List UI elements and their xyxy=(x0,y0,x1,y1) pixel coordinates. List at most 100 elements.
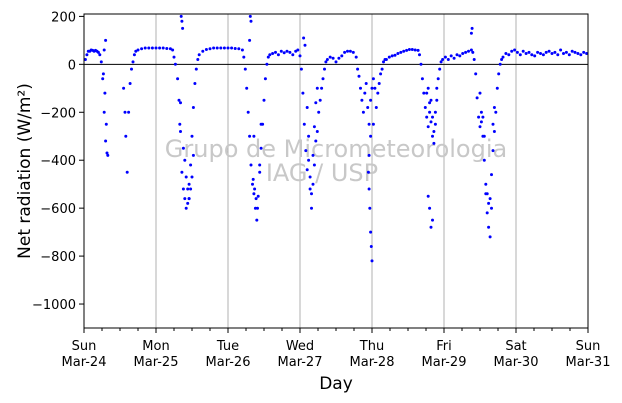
data-point xyxy=(438,67,442,71)
data-point xyxy=(524,52,528,55)
data-point xyxy=(190,175,194,179)
data-point xyxy=(579,53,583,57)
data-point xyxy=(364,82,368,85)
data-point xyxy=(492,130,496,133)
data-point xyxy=(242,55,246,59)
data-point xyxy=(337,56,341,60)
data-point xyxy=(296,48,300,52)
data-point xyxy=(204,48,208,51)
data-point xyxy=(171,48,175,52)
data-point xyxy=(124,134,128,138)
data-point xyxy=(180,19,184,23)
data-point xyxy=(390,54,394,58)
data-point xyxy=(452,56,456,60)
data-point xyxy=(367,122,371,126)
data-point xyxy=(315,86,319,90)
data-point xyxy=(431,218,434,222)
data-point xyxy=(464,50,468,54)
data-point xyxy=(369,98,373,102)
data-point xyxy=(180,170,184,174)
data-point xyxy=(301,91,305,95)
data-point xyxy=(539,52,542,55)
data-point xyxy=(530,53,534,57)
data-point xyxy=(288,50,292,54)
data-point xyxy=(474,72,478,76)
data-point xyxy=(256,206,259,210)
data-point xyxy=(433,122,437,126)
data-point xyxy=(469,48,473,52)
data-point xyxy=(104,38,108,42)
x-axis-title: Day xyxy=(319,374,353,394)
data-point xyxy=(494,110,498,114)
data-point xyxy=(323,67,326,71)
data-point xyxy=(226,46,230,50)
data-point xyxy=(302,122,306,126)
data-point xyxy=(479,110,483,114)
data-point xyxy=(536,50,540,54)
data-point xyxy=(131,60,135,64)
data-point xyxy=(553,50,557,54)
data-point xyxy=(564,50,568,54)
data-point xyxy=(291,53,295,57)
data-point xyxy=(467,49,470,53)
data-point xyxy=(325,58,329,61)
data-point xyxy=(482,134,486,138)
x-tick-label-date: Mar-24 xyxy=(62,355,107,370)
data-point xyxy=(422,91,426,95)
y-axis-ticks: 200 0 −200 −400 −600 −800 −1000 xyxy=(32,10,84,313)
data-point xyxy=(252,134,256,138)
data-point xyxy=(128,82,132,85)
data-point xyxy=(567,53,571,57)
data-point xyxy=(429,225,433,229)
data-point xyxy=(104,139,108,143)
data-point xyxy=(103,91,107,95)
data-point xyxy=(176,77,180,81)
data-point xyxy=(515,50,519,54)
data-point xyxy=(311,153,315,157)
data-point xyxy=(187,182,191,186)
data-points xyxy=(83,14,589,263)
data-point xyxy=(432,141,436,145)
data-point xyxy=(130,67,133,71)
data-point xyxy=(368,206,372,210)
data-point xyxy=(102,110,106,114)
data-point xyxy=(371,122,375,126)
x-tick-label-date: Mar-29 xyxy=(422,355,467,370)
y-axis-title: Net radiation (W/m²) xyxy=(15,83,35,259)
data-point xyxy=(570,49,574,53)
data-point xyxy=(254,197,258,201)
data-point xyxy=(477,115,481,119)
data-point xyxy=(518,53,522,57)
data-point xyxy=(249,19,253,23)
data-point xyxy=(246,110,250,114)
data-point xyxy=(187,197,191,201)
data-point xyxy=(371,77,375,81)
data-point xyxy=(366,170,370,174)
data-point xyxy=(533,54,537,58)
data-point xyxy=(154,46,158,50)
data-point xyxy=(240,48,244,52)
data-point xyxy=(307,134,311,138)
data-point xyxy=(478,91,482,95)
data-point xyxy=(179,130,182,133)
data-point xyxy=(446,58,450,61)
data-point xyxy=(98,53,102,57)
data-point xyxy=(249,163,253,167)
data-point xyxy=(484,192,488,196)
data-point xyxy=(186,187,190,191)
data-point xyxy=(419,62,423,66)
x-tick-label-day: Thu xyxy=(359,339,384,354)
data-point xyxy=(302,36,306,40)
data-point xyxy=(197,53,201,57)
data-point xyxy=(150,46,154,50)
data-point xyxy=(346,49,349,53)
x-tick-label-date: Mar-25 xyxy=(134,355,179,370)
data-point xyxy=(248,38,252,42)
data-point xyxy=(384,58,388,61)
y-tick-label: −600 xyxy=(40,202,76,217)
data-point xyxy=(416,48,420,52)
data-point xyxy=(106,153,110,157)
data-point xyxy=(351,50,355,54)
data-point xyxy=(393,53,397,57)
